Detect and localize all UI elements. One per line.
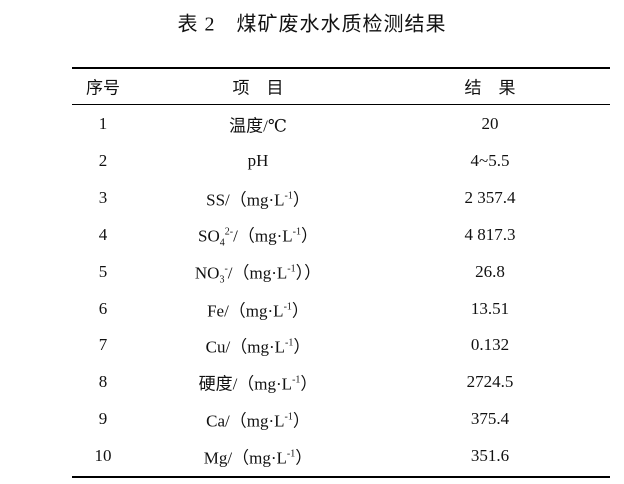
row-number: 5 bbox=[98, 261, 108, 281]
row-result: 2 357.4 bbox=[464, 187, 516, 207]
item-text: Ca/（mg·L bbox=[206, 411, 285, 431]
item-text: 硬度/（mg·L bbox=[198, 374, 293, 394]
row-number: 7 bbox=[98, 335, 108, 355]
item-text: ） bbox=[300, 374, 318, 394]
row-number: 1 bbox=[98, 114, 108, 133]
item-text: -1 bbox=[286, 448, 296, 460]
header-rule bbox=[72, 104, 610, 105]
row-item: NO3-/（mg·L-1）） bbox=[195, 258, 321, 285]
item-text: ） bbox=[292, 190, 310, 210]
row-item: Fe/（mg·L-1） bbox=[207, 296, 309, 321]
row-number: 9 bbox=[98, 409, 108, 429]
item-text: 3 bbox=[219, 274, 225, 286]
row-item: 温度/℃ bbox=[229, 112, 287, 137]
header-cell: 序号 bbox=[86, 78, 120, 98]
row-item: SS/（mg·L-1） bbox=[206, 185, 310, 210]
item-text: 2- bbox=[224, 226, 234, 238]
top-rule bbox=[72, 67, 610, 69]
row-result: 4~5.5 bbox=[470, 150, 510, 170]
row-item: Ca/（mg·L-1） bbox=[206, 407, 310, 432]
item-text: -1 bbox=[292, 226, 301, 238]
row-result: 375.4 bbox=[470, 409, 510, 429]
row-number: 2 bbox=[98, 150, 108, 170]
row-item: 硬度/（mg·L-1） bbox=[199, 370, 318, 395]
item-text: -1 bbox=[284, 411, 293, 423]
row-result: 351.6 bbox=[470, 446, 510, 466]
row-item: pH bbox=[248, 151, 269, 171]
item-text: - bbox=[224, 263, 228, 275]
header-cell: 项 目 bbox=[232, 78, 284, 98]
item-text: -1 bbox=[284, 190, 293, 202]
row-number: 8 bbox=[98, 372, 108, 392]
row-result: 2724.5 bbox=[466, 372, 514, 392]
row-number: 4 bbox=[98, 224, 108, 244]
item-text: ） bbox=[300, 226, 318, 246]
header-cell: 结 果 bbox=[464, 78, 516, 98]
item-text: /（mg·L bbox=[233, 226, 293, 246]
row-result: 0.132 bbox=[470, 335, 510, 355]
table-title: 表 2 煤矿废水水质检测结果 bbox=[177, 13, 447, 36]
row-number: 6 bbox=[98, 298, 108, 318]
item-text: ） bbox=[292, 411, 310, 431]
item-text: 温度/℃ bbox=[229, 116, 287, 136]
item-text: ） bbox=[291, 301, 309, 320]
item-text: Mg/（mg·L bbox=[203, 448, 287, 468]
item-text: Cu/（mg·L bbox=[205, 337, 285, 357]
item-text: SS/（mg·L bbox=[206, 190, 285, 210]
row-item: Cu/（mg·L-1） bbox=[206, 333, 311, 358]
row-result: 4 817.3 bbox=[464, 224, 516, 244]
bottom-rule bbox=[72, 476, 610, 478]
row-number: 10 bbox=[94, 446, 112, 466]
item-text: NO bbox=[194, 263, 220, 283]
item-text: 4 bbox=[219, 237, 225, 249]
item-text: ） bbox=[295, 448, 313, 468]
item-text: Fe/（mg·L bbox=[207, 301, 284, 320]
row-result: 26.8 bbox=[475, 261, 505, 281]
item-text: ） bbox=[293, 337, 311, 357]
row-item: Mg/（mg·L-1） bbox=[204, 444, 312, 469]
item-text: pH bbox=[247, 150, 269, 170]
item-text: -1 bbox=[292, 374, 301, 386]
item-text: -1 bbox=[287, 263, 296, 275]
row-result: 20 bbox=[481, 114, 499, 133]
item-text: /（mg·L bbox=[227, 263, 288, 283]
row-item: SO42-/（mg·L-1） bbox=[198, 221, 318, 248]
row-result: 13.51 bbox=[470, 298, 510, 318]
item-text: ）） bbox=[295, 263, 322, 283]
row-number: 3 bbox=[98, 187, 108, 207]
item-text: -1 bbox=[283, 301, 292, 312]
item-text: SO bbox=[198, 226, 220, 246]
item-text: -1 bbox=[285, 337, 294, 349]
